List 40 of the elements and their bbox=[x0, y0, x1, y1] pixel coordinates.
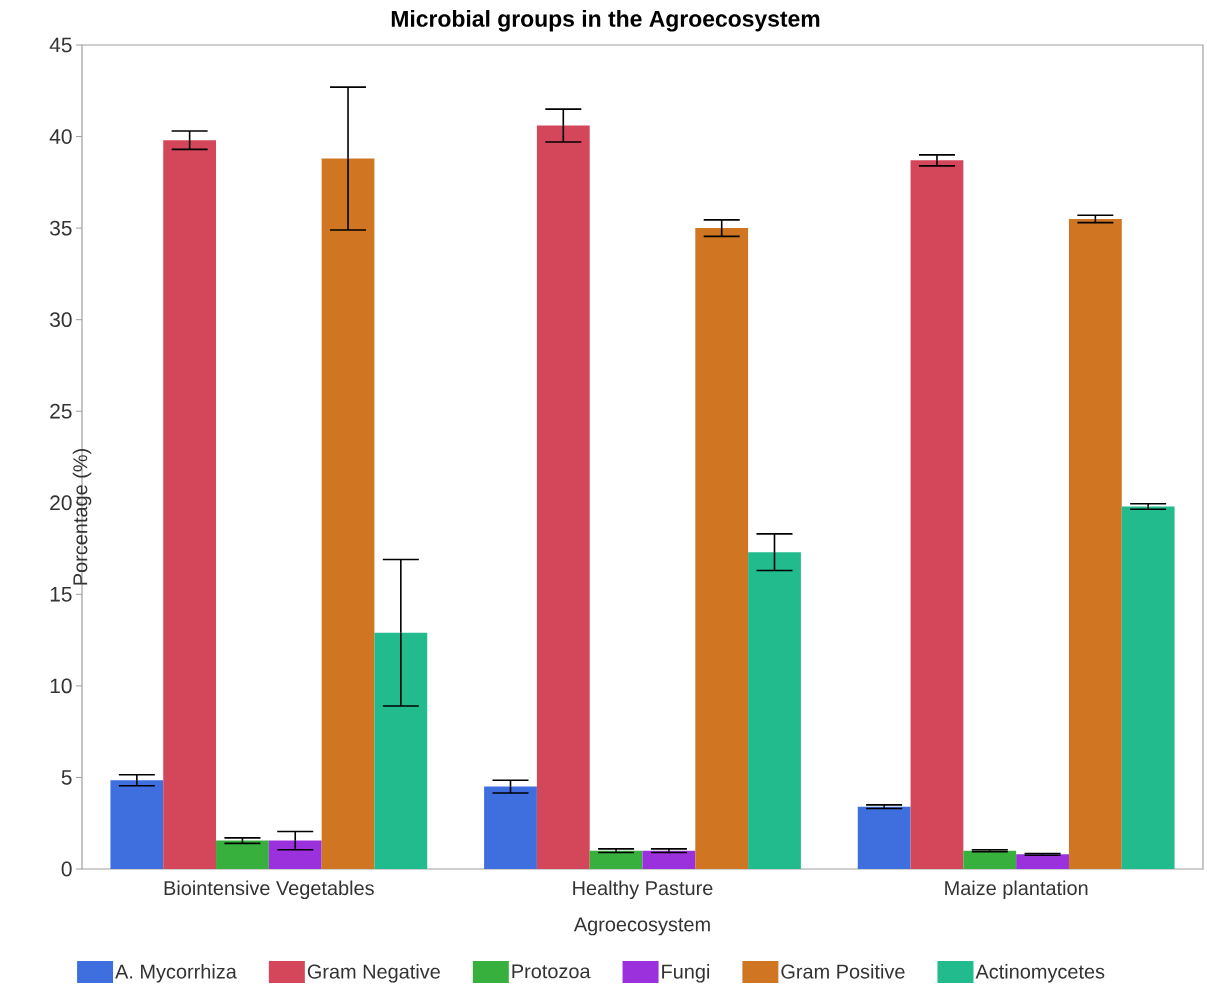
y-tick-label: 10 bbox=[50, 678, 72, 694]
bar bbox=[1068, 218, 1122, 869]
bar bbox=[374, 632, 428, 869]
legend-label: Gram Positive bbox=[781, 964, 905, 979]
legend-label: Protozoa bbox=[512, 964, 591, 979]
bar bbox=[1121, 506, 1175, 869]
y-tick-label: 20 bbox=[50, 495, 72, 511]
bar bbox=[110, 780, 164, 869]
y-tick-label: 15 bbox=[50, 587, 72, 602]
bar bbox=[1016, 854, 1069, 869]
bar bbox=[484, 786, 537, 869]
y-tick-label: 5 bbox=[61, 770, 72, 785]
x-tick-label: Healthy Pasture bbox=[573, 880, 713, 900]
bar bbox=[748, 552, 801, 869]
bar bbox=[268, 840, 322, 869]
y-tick-label: 0 bbox=[61, 861, 72, 877]
bar bbox=[216, 840, 269, 869]
y-tick-label: 30 bbox=[50, 312, 72, 328]
legend-label: A. Mycorrhiza bbox=[115, 964, 237, 983]
y-tick-label: 25 bbox=[50, 403, 72, 419]
bar bbox=[857, 806, 911, 869]
bar bbox=[910, 160, 964, 869]
bar bbox=[963, 850, 1017, 869]
y-tick-label: 45 bbox=[49, 37, 72, 53]
legend-label: Fungi bbox=[662, 964, 710, 983]
x-tick-label: Maize plantation bbox=[945, 880, 1088, 900]
bar bbox=[163, 140, 217, 869]
y-tick-label: 35 bbox=[50, 220, 72, 236]
bar bbox=[321, 158, 375, 869]
bar bbox=[695, 228, 749, 869]
bar bbox=[536, 125, 590, 869]
bar bbox=[589, 850, 643, 869]
y-axis-title: Porcentage (%) bbox=[72, 449, 92, 585]
x-tick-label: Biointensive Vegetables bbox=[164, 880, 374, 900]
chart-title: Microbial groups in the Agroecosystem bbox=[391, 10, 820, 32]
legend-label: Actinomycetes bbox=[975, 964, 1105, 983]
x-axis-title: Agroecosystem bbox=[573, 917, 710, 936]
bar bbox=[642, 850, 696, 869]
y-tick-label: 40 bbox=[49, 129, 72, 144]
legend-label: Gram Negative bbox=[307, 964, 440, 983]
